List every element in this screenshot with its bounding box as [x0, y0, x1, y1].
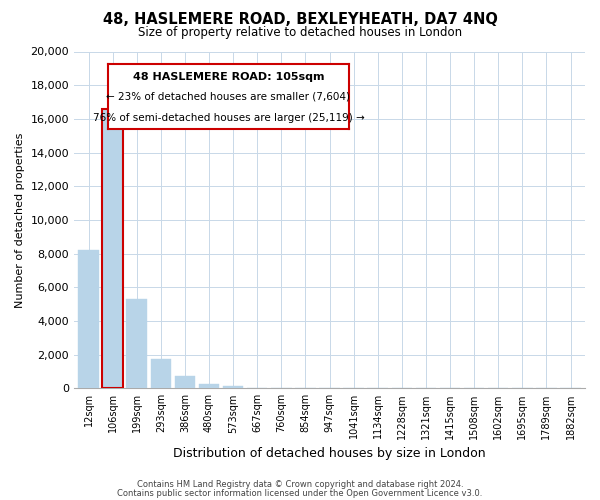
Bar	[78, 250, 99, 388]
Text: 48, HASLEMERE ROAD, BEXLEYHEATH, DA7 4NQ: 48, HASLEMERE ROAD, BEXLEYHEATH, DA7 4NQ	[103, 12, 497, 28]
Bar	[199, 384, 219, 388]
Y-axis label: Number of detached properties: Number of detached properties	[15, 132, 25, 308]
Text: Contains public sector information licensed under the Open Government Licence v3: Contains public sector information licen…	[118, 488, 482, 498]
Text: ← 23% of detached houses are smaller (7,604): ← 23% of detached houses are smaller (7,…	[106, 92, 350, 102]
Bar	[175, 376, 195, 388]
X-axis label: Distribution of detached houses by size in London: Distribution of detached houses by size …	[173, 447, 486, 460]
Bar	[223, 386, 244, 388]
Bar	[127, 299, 147, 388]
Bar	[103, 109, 123, 388]
Text: Size of property relative to detached houses in London: Size of property relative to detached ho…	[138, 26, 462, 39]
Text: Contains HM Land Registry data © Crown copyright and database right 2024.: Contains HM Land Registry data © Crown c…	[137, 480, 463, 489]
Bar	[151, 359, 171, 388]
Text: 48 HASLEMERE ROAD: 105sqm: 48 HASLEMERE ROAD: 105sqm	[133, 72, 324, 82]
Text: 76% of semi-detached houses are larger (25,119) →: 76% of semi-detached houses are larger (…	[92, 112, 364, 122]
